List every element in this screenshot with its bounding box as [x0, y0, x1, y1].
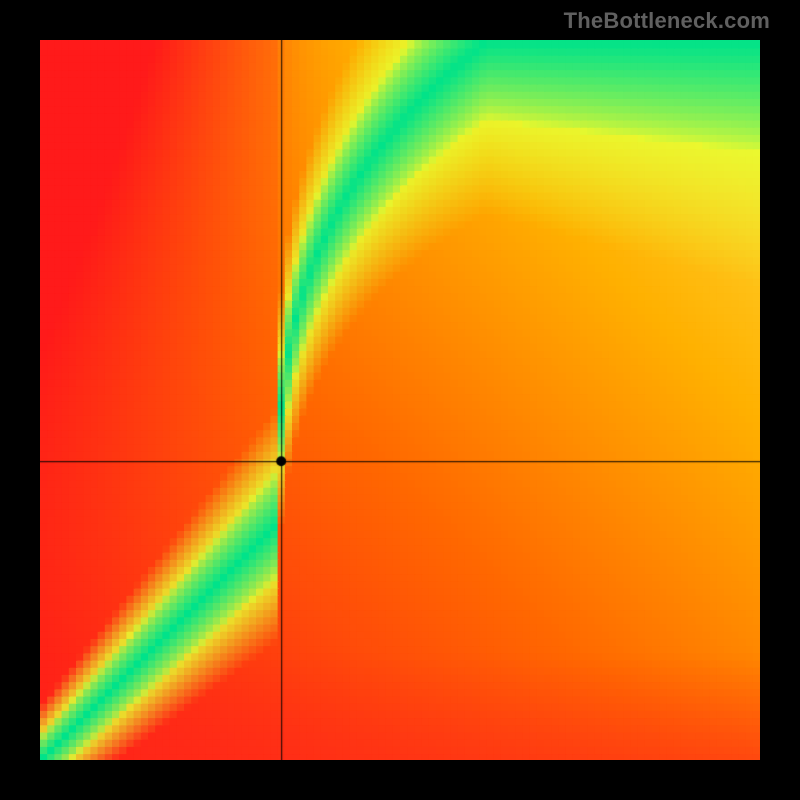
watermark-text: TheBottleneck.com: [564, 8, 770, 34]
heatmap-canvas: [40, 40, 760, 760]
figure-container: TheBottleneck.com: [0, 0, 800, 800]
